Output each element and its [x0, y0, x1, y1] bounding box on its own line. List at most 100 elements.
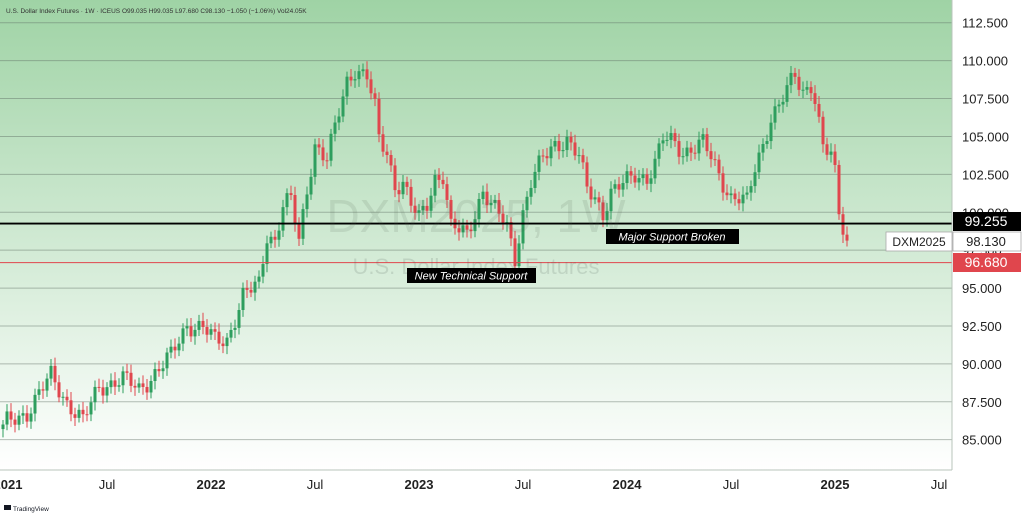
- candle-body: [305, 194, 309, 210]
- candle-body: [321, 147, 325, 161]
- candle-body: [661, 140, 665, 144]
- candle-body: [621, 183, 625, 190]
- candle-body: [501, 213, 505, 225]
- current-price-label: 98.130: [966, 234, 1006, 249]
- support-levels: [0, 222, 952, 264]
- candle-body: [809, 87, 813, 94]
- candle-body: [677, 141, 681, 157]
- candle-body: [437, 174, 441, 180]
- y-tick-label: 112.500: [962, 16, 1008, 31]
- candle-body: [273, 236, 277, 240]
- candle-body: [297, 223, 301, 239]
- candle-body: [221, 343, 225, 347]
- candle-body: [185, 326, 189, 329]
- candle-body: [317, 144, 321, 148]
- candle-body: [821, 116, 825, 145]
- y-tick-label: 87.500: [962, 395, 1002, 410]
- candle-body: [177, 343, 181, 351]
- candle-body: [429, 195, 433, 211]
- candle-body: [29, 413, 33, 422]
- x-tick-label: Jul: [515, 477, 532, 492]
- current-price-label-box: [952, 231, 1022, 252]
- y-tick-label: 107.500: [962, 92, 1009, 107]
- candle-body: [133, 385, 137, 388]
- candle-body: [49, 365, 53, 379]
- tech-price-label: 96.680: [965, 254, 1008, 270]
- candle-body: [357, 71, 361, 80]
- candle-body: [629, 171, 633, 176]
- candle-body: [801, 89, 805, 91]
- candle-body: [57, 382, 61, 398]
- candle-body: [9, 411, 13, 420]
- candle-body: [565, 136, 569, 151]
- tech-price-label-box: [953, 253, 1021, 272]
- candle-body: [493, 200, 497, 203]
- candle-body: [685, 147, 689, 157]
- x-tick-label: Jul: [99, 477, 116, 492]
- candle-body: [169, 346, 173, 353]
- candle-body: [53, 365, 57, 383]
- y-tick-label: 95.000: [962, 281, 1002, 296]
- candle-body: [541, 155, 545, 157]
- candle-body: [137, 383, 141, 388]
- candle-body: [425, 205, 429, 211]
- candle-body: [85, 414, 89, 416]
- time-axis-ticks: 2021 Jul 2022 Jul 2023 Jul 2024 Jul 2025 Jul: [0, 477, 947, 492]
- candle-body: [269, 236, 273, 244]
- candle-body: [181, 328, 185, 344]
- x-tick-label: Jul: [307, 477, 324, 492]
- candle-body: [141, 383, 145, 387]
- major-support-annotation-box: [606, 229, 739, 244]
- candle-body: [81, 409, 85, 415]
- candle-body: [749, 186, 753, 193]
- candle-body: [401, 181, 405, 195]
- candle-body: [89, 402, 93, 415]
- candle-body: [293, 194, 297, 224]
- candle-body: [13, 419, 17, 425]
- candle-body: [65, 396, 69, 401]
- candle-body: [117, 385, 121, 387]
- y-tick-label: 110.000: [962, 54, 1008, 69]
- candle-body: [441, 179, 445, 185]
- candle-body: [709, 151, 713, 160]
- candle-body: [101, 387, 105, 396]
- candle-body: [281, 207, 285, 231]
- x-tick-label: Jul: [723, 477, 740, 492]
- candle-body: [581, 155, 585, 163]
- major-support-annotation: Major Support Broken: [619, 232, 726, 244]
- candle-body: [605, 211, 609, 221]
- symbol-label-box: [885, 231, 953, 252]
- candle-body: [109, 380, 113, 388]
- candle-body: [765, 141, 769, 144]
- candle-body: [129, 372, 133, 386]
- candle-body: [433, 174, 437, 196]
- candle-body: [485, 191, 489, 206]
- candle-body: [673, 133, 677, 142]
- candle-body: [205, 326, 209, 335]
- y-tick-label: 92.500: [962, 319, 1002, 334]
- candle-body: [537, 155, 541, 172]
- candle-body: [377, 98, 381, 135]
- candle-body: [601, 202, 605, 221]
- y-tick-label: 102.500: [962, 167, 1009, 182]
- tradingview-brand: TradingView: [13, 506, 49, 513]
- candle-body: [445, 184, 449, 200]
- candle-body: [789, 72, 793, 86]
- candle-body: [785, 85, 789, 102]
- candle-body: [597, 197, 601, 203]
- candle-body: [61, 396, 65, 398]
- candle-body: [265, 243, 269, 265]
- candle-body: [657, 143, 661, 159]
- new-support-annotation-box: [407, 268, 536, 283]
- candle-body: [729, 193, 733, 196]
- candle-body: [165, 352, 169, 369]
- candle-body: [193, 329, 197, 337]
- candle-body: [393, 165, 397, 191]
- candle-body: [741, 194, 745, 204]
- x-tick-label: 2021: [0, 477, 22, 492]
- candle-body: [197, 320, 201, 330]
- candle-body: [649, 178, 653, 184]
- candle-body: [73, 414, 77, 418]
